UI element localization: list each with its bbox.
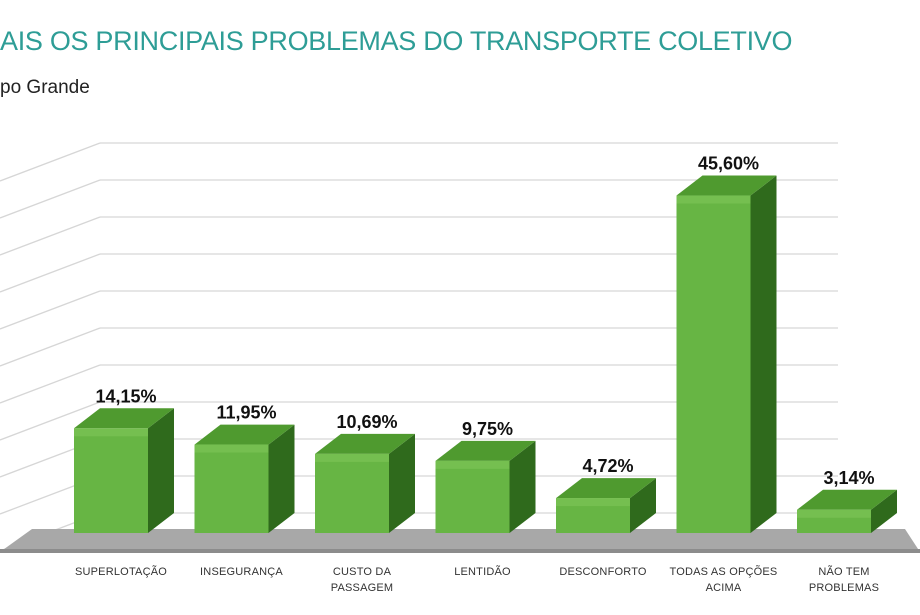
gridline-diagonal: [0, 253, 101, 293]
bar-side: [871, 489, 897, 533]
category-label-line: ACIMA: [706, 582, 742, 594]
bar-highlight: [435, 460, 510, 469]
bar-top: [74, 408, 174, 429]
gridline-diagonal: [0, 290, 101, 330]
category-label-line: DESCONFORTO: [559, 566, 647, 578]
bar-highlight: [74, 428, 148, 437]
value-label: 11,95%: [216, 403, 276, 423]
category-label-line: CUSTO DA: [333, 566, 392, 578]
bar-side: [509, 440, 536, 533]
value-label: 4,72%: [582, 456, 633, 476]
category-label-line: SUPERLOTAÇÃO: [75, 565, 167, 578]
category-label: DESCONFORTO: [559, 566, 647, 578]
bar-group: [676, 175, 777, 533]
bar-side: [630, 478, 656, 533]
category-label-line: NÃO TEM: [818, 565, 869, 578]
category-label-line: INSEGURANÇA: [200, 566, 283, 578]
bar-side: [268, 424, 295, 533]
bar-group: [556, 478, 656, 533]
chart-floor-edge: [0, 549, 920, 553]
chart-floor: [0, 529, 920, 553]
category-label-line: LENTIDÃO: [454, 565, 511, 578]
chart-title: AIS OS PRINCIPAIS PROBLEMAS DO TRANSPORT…: [0, 26, 793, 56]
bar: [435, 460, 510, 533]
bar-group: [315, 433, 415, 533]
bar: [315, 453, 389, 533]
gridline-diagonal: [0, 364, 101, 404]
gridline-diagonal: [0, 142, 101, 182]
bar-highlight: [676, 195, 751, 204]
bar-side: [750, 175, 777, 533]
category-label-line: PASSAGEM: [331, 582, 394, 594]
bar-group: [797, 489, 897, 533]
category-label: INSEGURANÇA: [200, 566, 283, 578]
bar-top: [315, 433, 415, 454]
gridline-diagonal: [0, 216, 101, 256]
value-label: 14,15%: [95, 386, 156, 406]
category-label: SUPERLOTAÇÃO: [75, 565, 167, 578]
category-label: TODAS AS OPÇÕES ACIMA: [670, 565, 778, 594]
value-labels: 14,15% 11,95% 10,69% 9,75% 4,72% 45,60% 3,14%: [95, 154, 874, 488]
bar-top: [797, 489, 897, 510]
bar-top: [194, 424, 295, 445]
chart-floor-plane: [0, 529, 920, 552]
bar-side: [389, 433, 415, 533]
bar-top: [676, 175, 777, 196]
value-label: 9,75%: [462, 419, 513, 439]
bar-group: [435, 440, 536, 533]
category-label: NÃO TEM PROBLEMAS: [809, 565, 879, 594]
category-label-line: TODAS AS OPÇÕES: [670, 565, 778, 578]
category-label: CUSTO DA PASSAGEM: [331, 566, 394, 594]
bar-top: [435, 440, 536, 461]
bar-top: [556, 478, 656, 499]
bar: [676, 195, 751, 533]
category-labels: SUPERLOTAÇÃO INSEGURANÇA CUSTO DA PASSAGEM L…: [75, 565, 879, 594]
chart-subtitle: po Grande: [0, 77, 90, 98]
value-label: 3,14%: [823, 468, 874, 488]
category-label-line: PROBLEMAS: [809, 582, 879, 594]
gridline-diagonal: [0, 327, 101, 367]
bars: [74, 175, 897, 533]
category-label: LENTIDÃO: [454, 565, 511, 578]
gridline-diagonal: [0, 179, 101, 219]
gridline-diagonal: [0, 401, 101, 441]
value-label: 45,60%: [698, 154, 759, 174]
bar-highlight: [194, 444, 269, 453]
bar: [74, 428, 148, 533]
bar-highlight: [797, 509, 871, 518]
bar-highlight: [315, 453, 389, 462]
bar-highlight: [556, 498, 630, 507]
bar-side: [148, 408, 174, 533]
value-label: 10,69%: [336, 412, 397, 432]
bar-group: [74, 408, 174, 533]
bar-group: [194, 424, 295, 533]
bar: [194, 444, 269, 533]
